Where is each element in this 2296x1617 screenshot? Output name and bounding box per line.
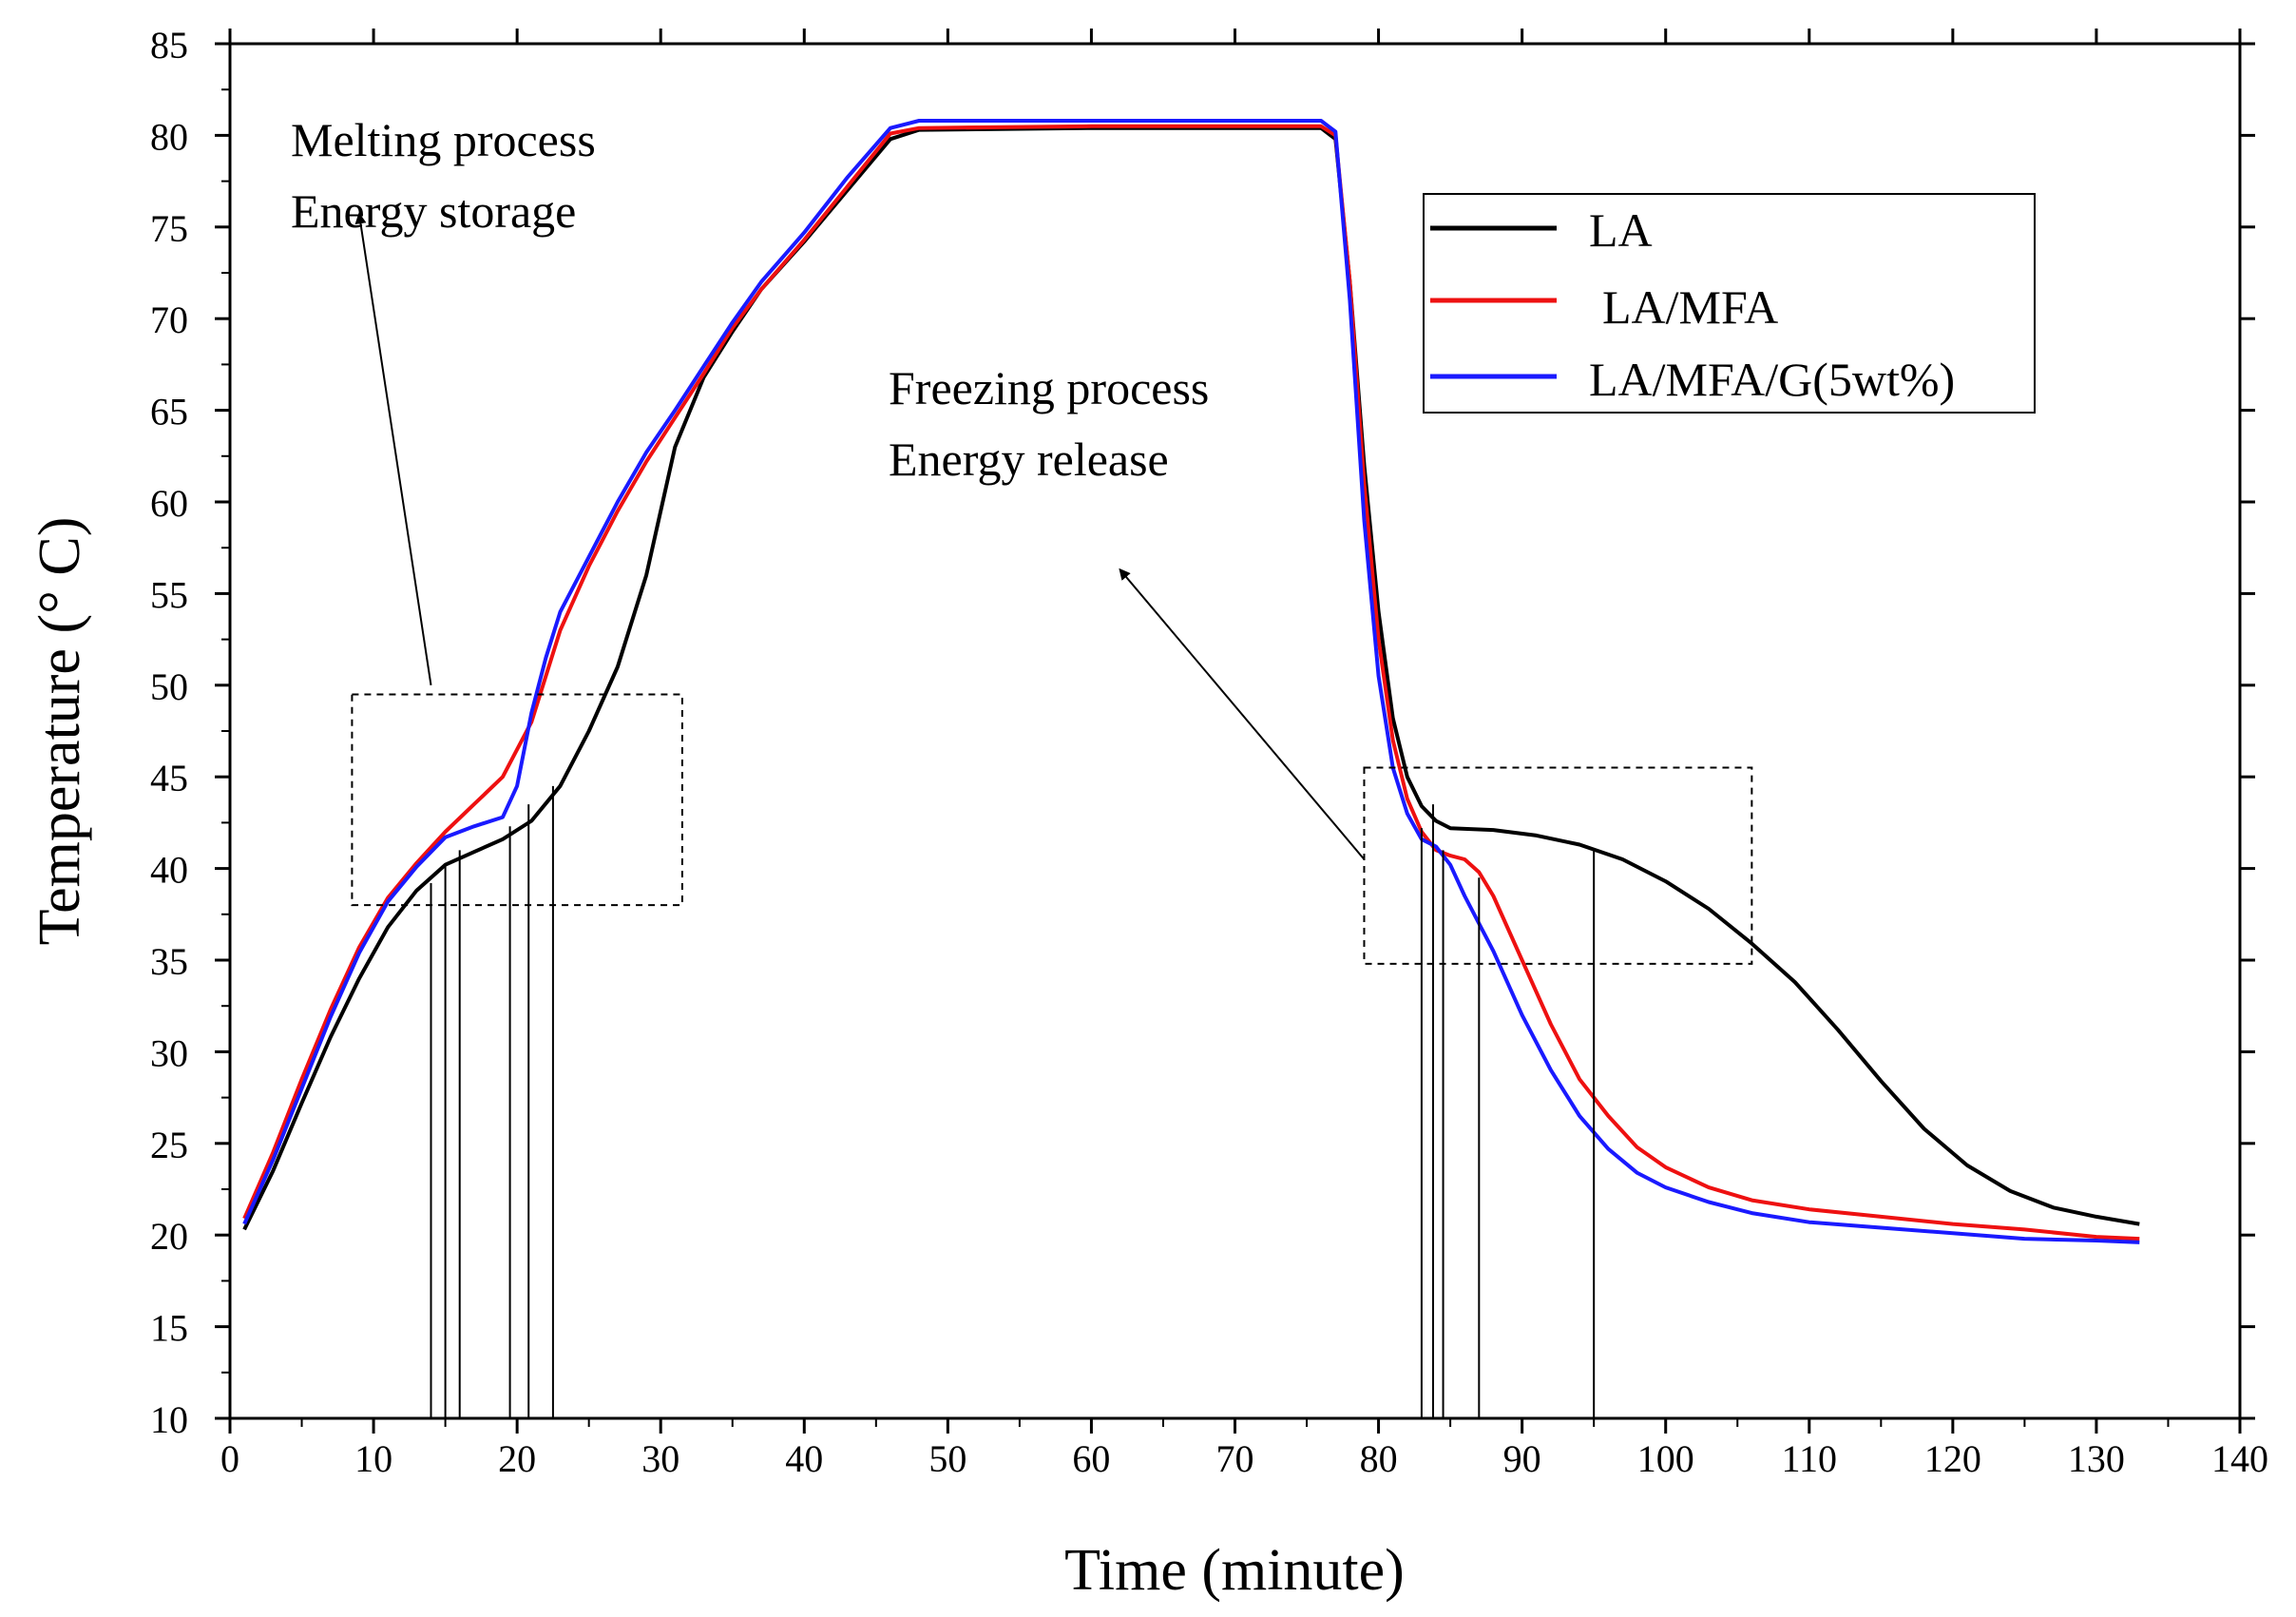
- y-tick-label: 10: [150, 1398, 188, 1441]
- x-tick-label: 80: [1360, 1437, 1398, 1480]
- legend: LA LA/MFA LA/MFA/G(5wt%): [1423, 193, 2036, 414]
- y-tick-label: 80: [150, 115, 188, 158]
- freezing-annotation-line1: Freezing process: [889, 361, 1209, 414]
- x-tick-label: 130: [2068, 1437, 2125, 1480]
- x-tick-label: 60: [1072, 1437, 1110, 1480]
- freezing-arrow: [1119, 568, 1366, 860]
- y-tick-label: 40: [150, 849, 188, 892]
- x-tick-label: 10: [354, 1437, 392, 1480]
- y-tick-label: 50: [150, 665, 188, 708]
- series-line-la: [242, 125, 2140, 1231]
- y-axis-label: Temperature (° C): [28, 517, 92, 946]
- legend-label-la: LA: [1589, 203, 1653, 257]
- x-tick-label: 70: [1216, 1437, 1254, 1480]
- y-tick-label: 25: [150, 1124, 188, 1166]
- melting-annotation-line2: Energy storage: [291, 184, 576, 238]
- x-tick-label: 50: [928, 1437, 966, 1480]
- x-tick-label: 20: [498, 1437, 536, 1480]
- melting-arrow: [354, 212, 432, 685]
- annotation-layer: [351, 212, 1753, 1418]
- x-axis-label: Time (minute): [1064, 1538, 1405, 1603]
- axis-ticks: 0 10 20 30 40 50 60 70 80 90 100 110 120 130 140 10 15 20…: [150, 24, 2268, 1480]
- legend-label-la-mfa-g: LA/MFA/G(5wt%): [1589, 353, 1955, 406]
- y-tick-label: 85: [150, 24, 188, 67]
- legend-label-la-mfa: LA/MFA: [1602, 280, 1778, 334]
- y-tick-label: 70: [150, 298, 188, 341]
- melting-annotation-line1: Melting process: [291, 113, 596, 166]
- y-tick-label: 65: [150, 391, 188, 433]
- melting-region-box: [351, 693, 683, 907]
- x-tick-label: 30: [641, 1437, 679, 1480]
- y-tick-label: 20: [150, 1215, 188, 1258]
- y-tick-label: 45: [150, 757, 188, 799]
- freezing-region-box: [1363, 766, 1753, 965]
- series-layer: [242, 119, 2140, 1244]
- y-tick-label: 30: [150, 1031, 188, 1074]
- y-tick-label: 55: [150, 573, 188, 616]
- y-tick-label: 15: [150, 1307, 188, 1350]
- x-tick-label: 90: [1503, 1437, 1541, 1480]
- y-tick-label: 60: [150, 482, 188, 525]
- x-tick-label: 0: [220, 1437, 239, 1480]
- x-tick-label: 40: [785, 1437, 823, 1480]
- x-tick-label: 100: [1637, 1437, 1694, 1480]
- series-line-la-mfa-g: [242, 119, 2140, 1244]
- x-tick-label: 120: [1924, 1437, 1981, 1480]
- y-tick-label: 75: [150, 207, 188, 250]
- x-tick-label: 140: [2211, 1437, 2268, 1480]
- freezing-annotation-line2: Energy release: [889, 433, 1169, 486]
- x-tick-label: 110: [1782, 1437, 1838, 1480]
- y-tick-label: 35: [150, 940, 188, 983]
